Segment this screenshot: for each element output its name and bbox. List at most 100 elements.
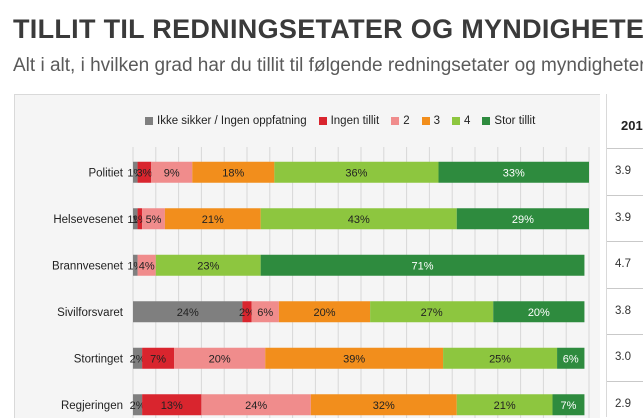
bar-segment [251,301,279,323]
category-label: Helsevesenet [53,214,123,226]
bar-segment [142,208,165,230]
bar-segment [557,347,585,369]
legend-item: Stor tillit [482,115,535,127]
bar-segment [174,347,266,369]
legend-label: Stor tillit [494,115,536,127]
data-label: 6% [563,353,579,365]
legend-label: Ingen tillit [330,115,380,127]
average-score-column: 2018 3.9 3.9 4.7 3.8 3.0 2.9 [606,94,643,417]
data-label: 6% [257,307,273,319]
bar-segment [137,254,156,276]
data-label: 43% [348,214,370,226]
page-title: TILLIT TIL REDNINGSETATER OG MYNDIGHETER [13,14,643,44]
legend-item: Ikke sikker / Ingen oppfatning [145,115,307,127]
bar-segment [137,161,152,183]
legend-swatch [318,117,327,125]
category-label: Stortinget [74,353,124,365]
data-label: 21% [494,400,516,412]
data-label: 25% [489,353,511,365]
legend-label: Ikke sikker / Ingen oppfatning [157,115,307,127]
bar-segment [137,208,143,230]
data-label: 13% [161,400,183,412]
category-label: Regjeringen [61,400,123,412]
data-label: 20% [528,307,550,319]
data-label: 18% [222,167,244,179]
data-label: 27% [421,307,443,319]
chart-legend: Ikke sikker / Ingen oppfatning Ingen till… [145,115,535,127]
data-label: 29% [512,214,534,226]
average-score-value: 3.9 [615,211,631,224]
bar-segment [274,161,439,183]
data-label: 20% [314,307,336,319]
bar-segment [310,394,457,416]
bar-segment [133,161,138,183]
bar-segment [456,208,589,230]
bar-segment [265,347,444,369]
data-label: 24% [245,400,267,412]
bar-segment [133,347,143,369]
bar-segment [456,394,553,416]
average-score-value: 2.9 [615,397,631,410]
bar-segment [155,254,261,276]
bar-segment [142,394,202,416]
category-label: Sivilforsvaret [57,307,124,319]
legend-label: 2 [403,115,410,127]
category-label: Brannvesenet [52,260,124,272]
bar-segment [151,161,193,183]
data-label: 2% [130,400,146,412]
data-label: 39% [343,353,365,365]
bar-segment [438,161,589,183]
data-label: 33% [503,167,525,179]
data-label: 5% [146,214,162,226]
average-score-value: 3.8 [615,304,631,317]
legend-item: 2 [391,115,410,127]
category-label: Politiet [88,167,123,179]
data-label: 4% [139,260,155,272]
legend-label: 4 [464,115,471,127]
average-score-value: 3.0 [615,351,631,364]
legend-item: 3 [421,115,440,127]
legend-item: 4 [452,115,470,127]
data-label: 23% [197,260,219,272]
data-label: 71% [412,260,434,272]
data-label: 3% [136,167,152,179]
bar-segment [133,254,138,276]
bar-segment [133,301,243,323]
bar-segment [133,394,143,416]
bar-segment [552,394,585,416]
bar-segment [242,301,252,323]
average-score-value: 3.9 [615,165,631,178]
data-label: 21% [202,214,224,226]
bar-segment [142,347,175,369]
data-label: 24% [177,307,199,319]
data-label: 32% [373,400,395,412]
stacked-bar-chart: Politiet 1%3% 9% 18% 36% 33%Helsevesenet 1%1%5… [52,147,590,418]
data-label: 36% [345,167,367,179]
legend-swatch [482,117,491,125]
bar-segment [443,347,558,369]
row-separator [607,380,643,382]
legend-swatch [145,117,153,125]
legend-swatch [421,117,430,125]
bar-segment [260,208,457,230]
data-label: 9% [164,167,180,179]
average-score-value: 4.7 [615,258,631,271]
legend-swatch [452,117,460,125]
bar-segment [493,301,585,323]
legend-swatch [391,117,400,125]
row-separator [607,241,643,242]
average-score-header: 2018 [621,118,643,133]
bar-segment [370,301,494,323]
bar-segment [278,301,371,323]
row-separator [607,194,643,196]
legend-item: Ingen tillit [318,115,380,127]
data-label: 7% [561,400,577,412]
bar-segment [133,208,138,230]
bar-segment [164,208,261,230]
data-label: 2% [239,307,255,319]
data-label: 2% [130,353,146,365]
data-label: 20% [209,353,231,365]
row-separator [607,148,643,149]
row-separator [607,334,643,335]
page-subtitle: Alt i alt, i hvilken grad har du tillit … [13,55,643,76]
